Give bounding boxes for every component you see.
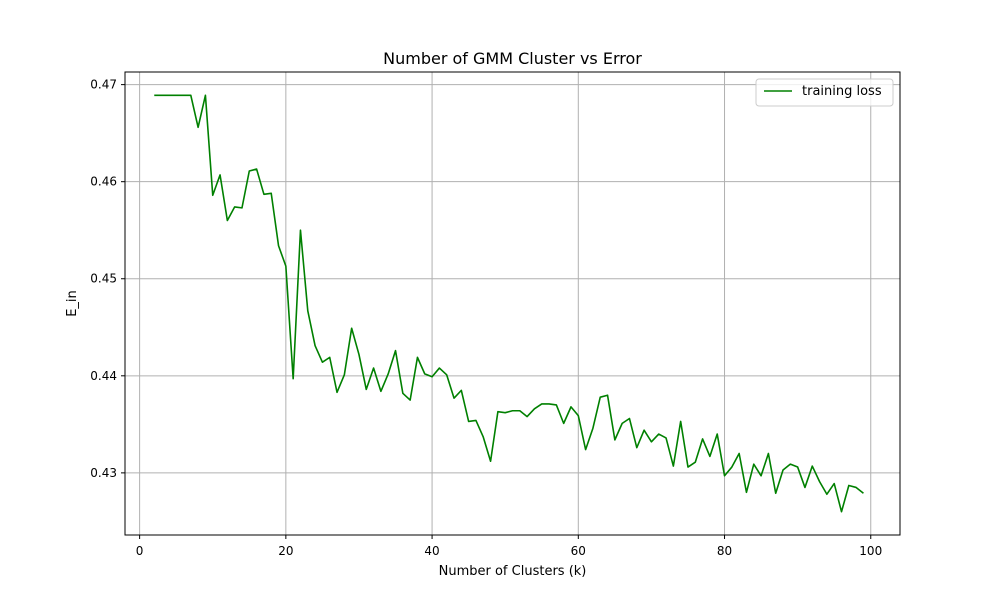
grid-lines	[125, 72, 900, 535]
y-tick-label: 0.45	[90, 272, 117, 286]
x-tick-label: 20	[278, 544, 293, 558]
legend: training loss	[755, 78, 894, 107]
series-line-training-loss	[154, 94, 864, 513]
y-tick-label: 0.44	[90, 369, 117, 383]
axis-ticks: 0 20 40 60 80 100 0.43 0.44 0.45 0.46 0.47	[90, 78, 882, 558]
y-tick-label: 0.46	[90, 175, 117, 189]
x-tick-label: 80	[717, 544, 732, 558]
x-tick-label: 40	[424, 544, 439, 558]
x-tick-label: 100	[859, 544, 882, 558]
x-tick-label: 60	[571, 544, 586, 558]
y-tick-label: 0.47	[90, 78, 117, 92]
x-axis-label: Number of Clusters (k)	[439, 564, 587, 579]
legend-box	[755, 78, 894, 107]
y-axis-label: E_in	[65, 290, 80, 317]
chart-title: Number of GMM Cluster vs Error	[383, 49, 642, 68]
y-tick-label: 0.43	[90, 466, 117, 480]
plot-frame	[124, 71, 901, 536]
x-tick-label: 0	[136, 544, 144, 558]
legend-label: training loss	[802, 84, 882, 99]
